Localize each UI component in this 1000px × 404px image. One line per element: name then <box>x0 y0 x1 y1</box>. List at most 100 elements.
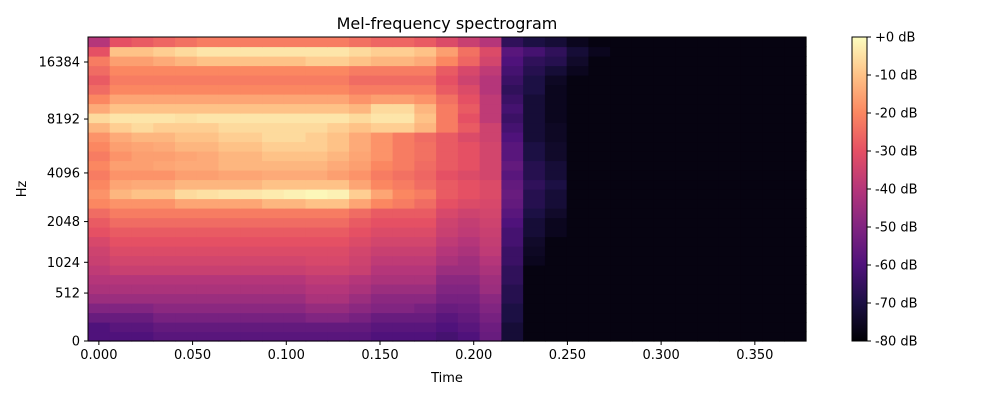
heatmap-cell <box>414 246 437 257</box>
heatmap-cell <box>370 94 394 105</box>
heatmap-cell <box>153 132 176 143</box>
heatmap-cell <box>436 284 459 295</box>
heatmap-cell <box>784 65 807 76</box>
heatmap-cell <box>109 293 133 304</box>
heatmap-cell <box>370 170 394 181</box>
heatmap-cell <box>501 141 524 152</box>
heatmap-cell <box>109 37 133 48</box>
heatmap-cell <box>501 208 524 219</box>
heatmap-cell <box>784 179 807 190</box>
heatmap-cell <box>283 293 307 304</box>
heatmap-cell <box>762 217 785 228</box>
chart-title: Mel-frequency spectrogram <box>337 14 558 33</box>
heatmap-cell <box>631 65 655 76</box>
heatmap-cell <box>610 75 633 86</box>
heatmap-cell <box>697 198 720 209</box>
heatmap-cell <box>653 189 677 200</box>
heatmap-cell <box>436 65 459 76</box>
heatmap-cell <box>631 37 655 48</box>
heatmap-cell <box>523 46 546 57</box>
heatmap-cell <box>523 312 546 323</box>
heatmap-cell <box>305 132 328 143</box>
heatmap-cell <box>283 208 307 219</box>
heatmap-cell <box>675 331 698 342</box>
heatmap-cell <box>544 141 568 152</box>
heatmap-cell <box>544 217 568 228</box>
heatmap-cell <box>784 170 807 181</box>
heatmap-cell <box>544 46 568 57</box>
heatmap-cell <box>175 227 198 238</box>
heatmap-cell <box>740 293 764 304</box>
heatmap-cell <box>544 227 568 238</box>
heatmap-cell <box>610 94 633 105</box>
heatmap-cell <box>414 84 437 95</box>
heatmap-cell <box>196 94 220 105</box>
heatmap-cell <box>588 322 611 333</box>
heatmap-cell <box>588 37 611 48</box>
heatmap-cell <box>544 65 568 76</box>
heatmap-cell <box>457 208 481 219</box>
heatmap-cell <box>370 65 394 76</box>
x-tick-label: 0.250 <box>549 348 586 363</box>
heatmap-cell <box>305 94 328 105</box>
heatmap-cell <box>653 227 677 238</box>
heatmap-cell <box>262 312 285 323</box>
heatmap-cell <box>392 303 415 314</box>
heatmap-cell <box>392 84 415 95</box>
heatmap-cell <box>631 293 655 304</box>
heatmap-cell <box>218 227 241 238</box>
heatmap-cell <box>262 265 285 276</box>
heatmap-cell <box>762 255 785 266</box>
heatmap-cell <box>262 303 285 314</box>
heatmap-cell <box>762 303 785 314</box>
heatmap-cell <box>88 37 111 48</box>
heatmap-cell <box>131 255 154 266</box>
heatmap-cell <box>240 246 263 257</box>
heatmap-cell <box>175 246 198 257</box>
heatmap-cell <box>131 303 154 314</box>
heatmap-cell <box>240 160 263 171</box>
heatmap-cell <box>196 37 220 48</box>
heatmap-cell <box>457 75 481 86</box>
heatmap-cell <box>262 75 285 86</box>
heatmap-cell <box>240 37 263 48</box>
heatmap-cell <box>175 141 198 152</box>
heatmap-cell <box>218 84 241 95</box>
heatmap-cell <box>631 236 655 247</box>
heatmap-cell <box>610 56 633 67</box>
heatmap-cell <box>196 179 220 190</box>
heatmap-cell <box>196 56 220 67</box>
heatmap-cell <box>718 255 742 266</box>
heatmap-cell <box>153 246 176 257</box>
heatmap-cell <box>631 189 655 200</box>
heatmap-cell <box>718 303 742 314</box>
heatmap-cell <box>153 113 176 124</box>
heatmap-cell <box>327 265 350 276</box>
heatmap-cell <box>131 198 154 209</box>
heatmap-cell <box>523 303 546 314</box>
heatmap-cell <box>718 56 742 67</box>
heatmap-cell <box>218 189 241 200</box>
heatmap-cell <box>784 103 807 114</box>
heatmap-cell <box>610 217 633 228</box>
heatmap-cell <box>457 65 481 76</box>
heatmap-cell <box>653 103 677 114</box>
heatmap-cell <box>370 160 394 171</box>
heatmap-cell <box>457 331 481 342</box>
heatmap-cell <box>283 113 307 124</box>
heatmap-cell <box>457 246 481 257</box>
heatmap-cell <box>523 94 546 105</box>
heatmap-cell <box>349 303 372 314</box>
heatmap-cell <box>88 113 111 124</box>
heatmap-cell <box>349 274 372 285</box>
heatmap-cell <box>414 122 437 133</box>
heatmap-cell <box>675 189 698 200</box>
heatmap-cell <box>588 284 611 295</box>
heatmap-cell <box>610 284 633 295</box>
heatmap-cell <box>109 151 133 162</box>
heatmap-cell <box>262 274 285 285</box>
heatmap-cell <box>436 103 459 114</box>
heatmap-cell <box>457 179 481 190</box>
heatmap-cell <box>740 151 764 162</box>
heatmap-cell <box>392 284 415 295</box>
